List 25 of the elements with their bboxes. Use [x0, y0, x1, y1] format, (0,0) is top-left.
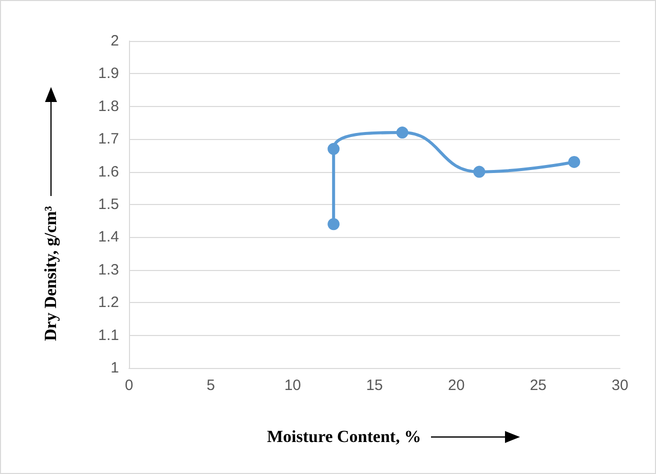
x-tick-label: 0 [124, 377, 134, 394]
y-tick-label: 2 [110, 32, 119, 50]
y-tick-label: 1 [110, 360, 119, 376]
y-tick-label: 1.7 [98, 130, 119, 148]
y-tick-label: 1.1 [98, 326, 119, 344]
point [328, 142, 340, 155]
y-tick-label: 1.3 [98, 261, 119, 278]
x-tick-label: 15 [366, 377, 383, 394]
x-axis-title: Moisture Content, % [267, 427, 422, 447]
y-tick-label: 1.5 [98, 196, 119, 213]
x-tick-label: 10 [284, 377, 302, 394]
y-axis-title: Dry Density, g/cm³ [41, 206, 61, 341]
y-tick-label: 1.8 [98, 98, 119, 115]
point [396, 126, 408, 139]
y-tick-label: 1.2 [98, 294, 119, 312]
x-tick-label: 25 [530, 377, 547, 394]
y-tick-label: 1.9 [98, 65, 119, 82]
x-tick-label: 20 [448, 377, 465, 394]
x-tick-label: 30 [612, 377, 628, 394]
point [328, 218, 340, 230]
y-tick-label: 1.4 [98, 228, 119, 246]
point [473, 166, 486, 178]
y-tick-label: 1.6 [98, 163, 119, 180]
point [568, 156, 580, 168]
x-tick-label: 5 [206, 377, 216, 394]
